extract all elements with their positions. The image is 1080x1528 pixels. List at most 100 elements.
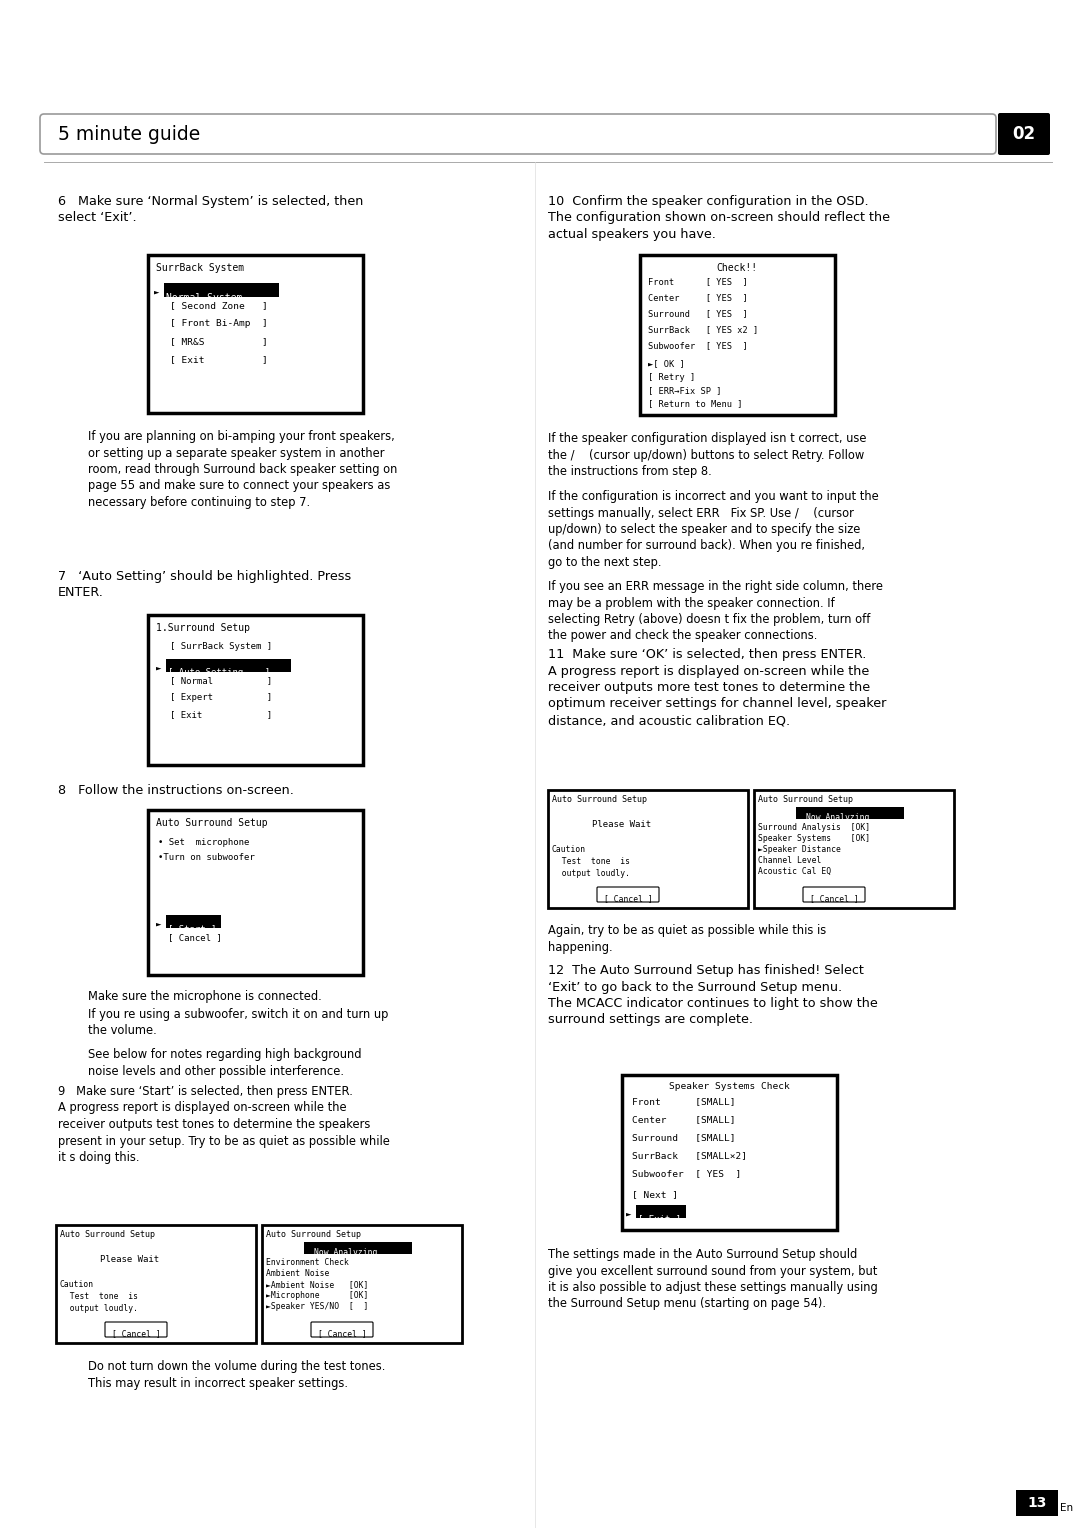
- Text: En: En: [1059, 1504, 1074, 1513]
- Text: Caution: Caution: [60, 1280, 94, 1290]
- Text: Auto Surround Setup: Auto Surround Setup: [758, 795, 853, 804]
- Bar: [622, 1076, 837, 1230]
- FancyBboxPatch shape: [40, 115, 996, 154]
- Text: ►: ►: [154, 287, 160, 296]
- Bar: [754, 790, 954, 908]
- Text: Normal System: Normal System: [166, 293, 242, 303]
- Text: Front      [SMALL]: Front [SMALL]: [632, 1097, 735, 1106]
- Bar: [56, 1225, 256, 1343]
- Text: 5 minute guide: 5 minute guide: [58, 124, 200, 144]
- Text: Speaker Systems    [OK]: Speaker Systems [OK]: [758, 834, 870, 843]
- Text: [ Exit            ]: [ Exit ]: [170, 711, 272, 720]
- Text: Speaker Systems Check: Speaker Systems Check: [669, 1082, 789, 1091]
- Text: If you are planning on bi-amping your front speakers,
or setting up a separate s: If you are planning on bi-amping your fr…: [87, 429, 397, 509]
- Text: SurrBack   [SMALL×2]: SurrBack [SMALL×2]: [632, 1151, 747, 1160]
- Text: 11  Make sure ‘OK’ is selected, then press ENTER.
A progress report is displayed: 11 Make sure ‘OK’ is selected, then pres…: [548, 648, 887, 727]
- Text: [ Expert          ]: [ Expert ]: [170, 694, 272, 701]
- Text: ►[ OK ]: ►[ OK ]: [648, 359, 685, 368]
- Text: Make sure the microphone is connected.: Make sure the microphone is connected.: [87, 990, 322, 1002]
- Text: 6   Make sure ‘Normal System’ is selected, then
select ‘Exit’.: 6 Make sure ‘Normal System’ is selected,…: [58, 196, 363, 225]
- Text: SurrBack System: SurrBack System: [156, 263, 244, 274]
- FancyBboxPatch shape: [597, 886, 659, 902]
- Bar: [148, 614, 363, 766]
- Text: 02: 02: [1012, 125, 1036, 144]
- Text: Check!!: Check!!: [716, 263, 757, 274]
- Text: Auto Surround Setup: Auto Surround Setup: [552, 795, 647, 804]
- Text: ►: ►: [156, 665, 161, 672]
- Text: Surround   [SMALL]: Surround [SMALL]: [632, 1132, 735, 1141]
- Text: [ SurrBack System ]: [ SurrBack System ]: [170, 642, 272, 651]
- FancyBboxPatch shape: [998, 113, 1050, 154]
- Bar: [166, 915, 221, 927]
- Text: ►Speaker YES/NO  [  ]: ►Speaker YES/NO [ ]: [266, 1302, 368, 1311]
- Text: [ Cancel ]: [ Cancel ]: [112, 1329, 161, 1339]
- Text: •Turn on subwoofer: •Turn on subwoofer: [158, 853, 255, 862]
- Text: [ Auto Setting    ]: [ Auto Setting ]: [168, 668, 270, 677]
- Text: ►Ambient Noise   [OK]: ►Ambient Noise [OK]: [266, 1280, 368, 1290]
- Text: ►: ►: [156, 920, 161, 929]
- Text: Now Analyzing: Now Analyzing: [314, 1248, 377, 1258]
- Text: [ Cancel ]: [ Cancel ]: [604, 894, 652, 903]
- Text: Again, try to be as quiet as possible while this is
happening.: Again, try to be as quiet as possible wh…: [548, 924, 826, 953]
- Text: Acoustic Cal EQ: Acoustic Cal EQ: [758, 866, 832, 876]
- Bar: [548, 790, 748, 908]
- Text: Auto Surround Setup: Auto Surround Setup: [156, 817, 268, 828]
- Text: [ Cancel ]: [ Cancel ]: [318, 1329, 367, 1339]
- Text: 12  The Auto Surround Setup has finished! Select
‘Exit’ to go back to the Surrou: 12 The Auto Surround Setup has finished!…: [548, 964, 878, 1027]
- Text: SurrBack   [ YES x2 ]: SurrBack [ YES x2 ]: [648, 325, 758, 335]
- Text: Please Wait: Please Wait: [100, 1254, 159, 1264]
- Text: [ MR&S          ]: [ MR&S ]: [170, 338, 268, 345]
- Bar: [148, 810, 363, 975]
- Text: Surround Analysis  [OK]: Surround Analysis [OK]: [758, 824, 870, 833]
- Text: If you re using a subwoofer, switch it on and turn up
the volume.: If you re using a subwoofer, switch it o…: [87, 1008, 389, 1038]
- Text: Subwoofer  [ YES  ]: Subwoofer [ YES ]: [648, 341, 747, 350]
- Text: output loudly.: output loudly.: [552, 869, 630, 879]
- Text: ►Speaker Distance: ►Speaker Distance: [758, 845, 841, 854]
- Text: 9   Make sure ‘Start’ is selected, then press ENTER.
A progress report is displa: 9 Make sure ‘Start’ is selected, then pr…: [58, 1085, 390, 1164]
- Text: Please Wait: Please Wait: [592, 821, 651, 830]
- Text: [ Front Bi-Amp  ]: [ Front Bi-Amp ]: [170, 319, 268, 329]
- Text: 7   ‘Auto Setting’ should be highlighted. Press
ENTER.: 7 ‘Auto Setting’ should be highlighted. …: [58, 570, 351, 599]
- Text: Front      [ YES  ]: Front [ YES ]: [648, 277, 747, 286]
- Bar: [796, 807, 904, 819]
- Text: ►Microphone      [OK]: ►Microphone [OK]: [266, 1291, 368, 1300]
- Text: Ambient Noise: Ambient Noise: [266, 1268, 329, 1277]
- Text: If the speaker configuration displayed isn t correct, use
the /    (cursor up/do: If the speaker configuration displayed i…: [548, 432, 866, 478]
- Text: [ Start ]: [ Start ]: [168, 924, 216, 934]
- Text: [ Cancel ]: [ Cancel ]: [810, 894, 859, 903]
- Text: [ Return to Menu ]: [ Return to Menu ]: [648, 399, 743, 408]
- Text: Channel Level: Channel Level: [758, 856, 822, 865]
- Text: If the configuration is incorrect and you want to input the
settings manually, s: If the configuration is incorrect and yo…: [548, 490, 879, 568]
- Text: Auto Surround Setup: Auto Surround Setup: [266, 1230, 361, 1239]
- Text: Do not turn down the volume during the test tones.
This may result in incorrect : Do not turn down the volume during the t…: [87, 1360, 386, 1389]
- Bar: [1016, 1490, 1058, 1516]
- Text: Auto Surround Setup: Auto Surround Setup: [60, 1230, 156, 1239]
- Text: [ Exit          ]: [ Exit ]: [170, 354, 268, 364]
- Bar: [166, 659, 291, 672]
- Text: [ Exit ]: [ Exit ]: [638, 1215, 681, 1222]
- FancyBboxPatch shape: [105, 1322, 167, 1337]
- Bar: [164, 283, 279, 296]
- Text: [ Normal          ]: [ Normal ]: [170, 675, 272, 685]
- Text: Subwoofer  [ YES  ]: Subwoofer [ YES ]: [632, 1169, 741, 1178]
- Text: Center     [SMALL]: Center [SMALL]: [632, 1115, 735, 1125]
- Text: ►: ►: [626, 1210, 632, 1219]
- Bar: [262, 1225, 462, 1343]
- Text: [ Next ]: [ Next ]: [632, 1190, 678, 1199]
- Text: • Set  microphone: • Set microphone: [158, 837, 249, 847]
- Text: The settings made in the Auto Surround Setup should
give you excellent surround : The settings made in the Auto Surround S…: [548, 1248, 878, 1311]
- Text: output loudly.: output loudly.: [60, 1303, 138, 1313]
- Text: Center     [ YES  ]: Center [ YES ]: [648, 293, 747, 303]
- Text: 1.Surround Setup: 1.Surround Setup: [156, 623, 249, 633]
- Text: Test  tone  is: Test tone is: [60, 1293, 138, 1300]
- Bar: [303, 1242, 411, 1254]
- Text: [ Retry ]: [ Retry ]: [648, 373, 696, 382]
- Text: 10  Confirm the speaker configuration in the OSD.
The configuration shown on-scr: 10 Confirm the speaker configuration in …: [548, 196, 890, 241]
- Bar: [148, 255, 363, 413]
- Text: Environment Check: Environment Check: [266, 1258, 349, 1267]
- Text: If you see an ERR message in the right side column, there
may be a problem with : If you see an ERR message in the right s…: [548, 581, 883, 642]
- Text: Now Analyzing: Now Analyzing: [806, 813, 869, 822]
- FancyBboxPatch shape: [804, 886, 865, 902]
- Text: 13: 13: [1027, 1496, 1047, 1510]
- Bar: [636, 1206, 686, 1218]
